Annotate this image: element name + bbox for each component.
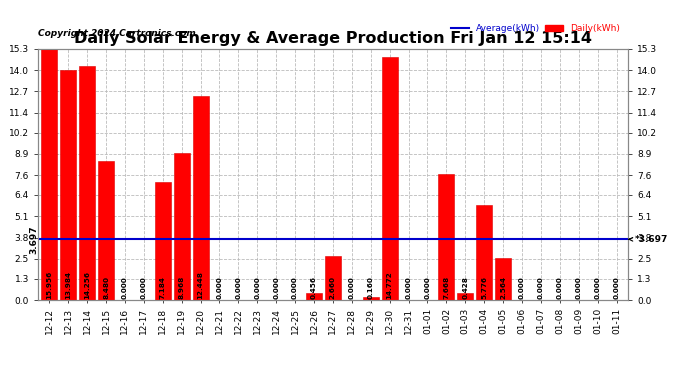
Text: 14.256: 14.256 (84, 272, 90, 299)
Text: 0.000: 0.000 (519, 277, 525, 299)
Text: Copyright 2024 Cartronics.com: Copyright 2024 Cartronics.com (38, 28, 196, 38)
Text: 0.000: 0.000 (424, 277, 431, 299)
Text: 0.428: 0.428 (462, 276, 469, 299)
Bar (325, 256, 341, 300)
Bar (174, 153, 190, 300)
Bar (476, 205, 492, 300)
Text: 2.564: 2.564 (500, 276, 506, 299)
Title: Daily Solar Energy & Average Production Fri Jan 12 15:14: Daily Solar Energy & Average Production … (74, 31, 592, 46)
Text: 3.697: 3.697 (30, 225, 39, 254)
Text: 0.000: 0.000 (273, 277, 279, 299)
Text: 0.000: 0.000 (217, 277, 222, 299)
Text: 0.456: 0.456 (311, 276, 317, 299)
Bar (306, 292, 322, 300)
Text: 0.000: 0.000 (595, 277, 601, 299)
Text: 8.480: 8.480 (103, 276, 109, 299)
Text: 12.448: 12.448 (197, 272, 204, 299)
Bar (363, 297, 379, 300)
Text: 7.668: 7.668 (444, 276, 449, 299)
Bar (79, 66, 95, 300)
Text: 15.956: 15.956 (46, 271, 52, 299)
Text: 2.660: 2.660 (330, 276, 336, 299)
Text: *3.697: *3.697 (629, 235, 668, 244)
Text: 0.000: 0.000 (575, 277, 582, 299)
Text: 0.000: 0.000 (122, 277, 128, 299)
Text: 0.000: 0.000 (349, 277, 355, 299)
Text: 0.000: 0.000 (538, 277, 544, 299)
Bar (60, 70, 76, 300)
Text: 7.184: 7.184 (160, 276, 166, 299)
Text: 0.000: 0.000 (406, 277, 411, 299)
Bar (155, 182, 171, 300)
Bar (457, 293, 473, 300)
Bar (382, 57, 397, 300)
Text: 13.984: 13.984 (65, 272, 71, 299)
Bar (41, 38, 57, 300)
Text: 5.776: 5.776 (481, 276, 487, 299)
Text: 0.000: 0.000 (255, 277, 260, 299)
Bar (438, 174, 455, 300)
Text: 14.772: 14.772 (386, 272, 393, 299)
Bar (98, 161, 114, 300)
Text: 0.160: 0.160 (368, 276, 374, 299)
Text: 0.000: 0.000 (235, 277, 242, 299)
Bar (193, 96, 208, 300)
Bar (495, 258, 511, 300)
Text: 0.000: 0.000 (557, 277, 563, 299)
Legend: Average(kWh), Daily(kWh): Average(kWh), Daily(kWh) (447, 21, 623, 37)
Text: 8.968: 8.968 (179, 276, 185, 299)
Text: 0.000: 0.000 (613, 277, 620, 299)
Text: 0.000: 0.000 (292, 277, 298, 299)
Text: 0.000: 0.000 (141, 277, 147, 299)
